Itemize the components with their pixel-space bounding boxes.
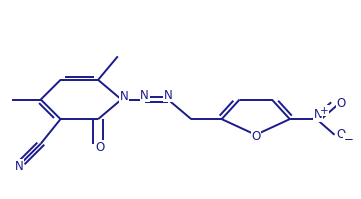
Text: N: N — [140, 89, 149, 102]
Text: N: N — [15, 160, 24, 173]
Text: O: O — [251, 130, 260, 143]
Text: N: N — [120, 90, 129, 103]
Text: +: + — [320, 106, 329, 116]
Text: N: N — [164, 89, 172, 102]
Text: O: O — [95, 141, 105, 154]
Text: N: N — [314, 108, 323, 121]
Text: O: O — [336, 97, 345, 110]
Text: O: O — [336, 128, 345, 141]
Text: −: − — [344, 133, 354, 146]
